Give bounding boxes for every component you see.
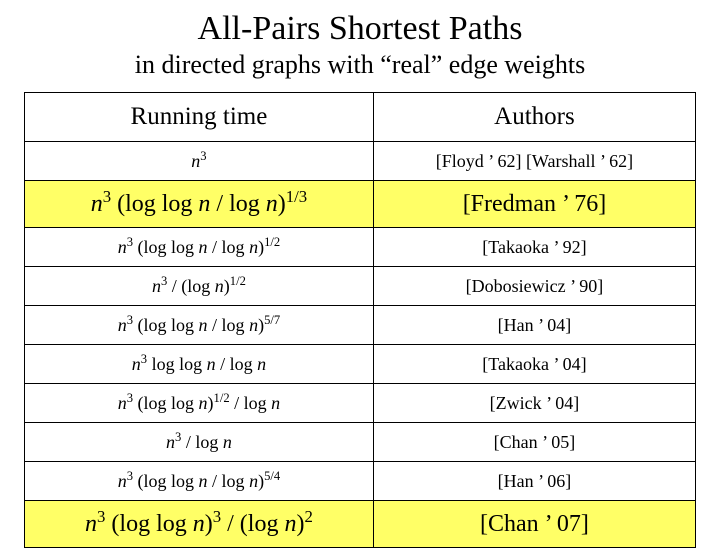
authors-cell: [Floyd ’ 62] [Warshall ’ 62] (373, 142, 695, 181)
running-time-cell: n3 (log log n)1/2 / log n (25, 384, 374, 423)
header-authors: Authors (373, 93, 695, 142)
header-running-time: Running time (25, 93, 374, 142)
running-time-cell: n3 (log log n)3 / (log n)2 (25, 501, 374, 548)
running-time-cell: n3 log log n / log n (25, 345, 374, 384)
table-header-row: Running time Authors (25, 93, 696, 142)
table-row: n3 (log log n / log n)5/7[Han ’ 04] (25, 306, 696, 345)
authors-cell: [Fredman ’ 76] (373, 181, 695, 228)
running-time-cell: n3 (25, 142, 374, 181)
table-row: n3[Floyd ’ 62] [Warshall ’ 62] (25, 142, 696, 181)
page-title: All-Pairs Shortest Paths (24, 10, 696, 48)
authors-cell: [Han ’ 04] (373, 306, 695, 345)
authors-cell: [Chan ’ 07] (373, 501, 695, 548)
running-time-cell: n3 / log n (25, 423, 374, 462)
running-time-cell: n3 / (log n)1/2 (25, 267, 374, 306)
table-row: n3 / (log n)1/2[Dobosiewicz ’ 90] (25, 267, 696, 306)
authors-cell: [Takaoka ’ 04] (373, 345, 695, 384)
table-row: n3 log log n / log n[Takaoka ’ 04] (25, 345, 696, 384)
authors-cell: [Zwick ’ 04] (373, 384, 695, 423)
running-time-cell: n3 (log log n / log n)1/3 (25, 181, 374, 228)
table-row: n3 (log log n / log n)1/2[Takaoka ’ 92] (25, 228, 696, 267)
table-row: n3 (log log n)1/2 / log n[Zwick ’ 04] (25, 384, 696, 423)
table-row: n3 (log log n)3 / (log n)2[Chan ’ 07] (25, 501, 696, 548)
running-time-cell: n3 (log log n / log n)5/7 (25, 306, 374, 345)
table-row: n3 / log n[Chan ’ 05] (25, 423, 696, 462)
running-time-cell: n3 (log log n / log n)1/2 (25, 228, 374, 267)
table-row: n3 (log log n / log n)5/4[Han ’ 06] (25, 462, 696, 501)
authors-cell: [Han ’ 06] (373, 462, 695, 501)
page-subtitle: in directed graphs with “real” edge weig… (24, 50, 696, 80)
authors-cell: [Dobosiewicz ’ 90] (373, 267, 695, 306)
table-row: n3 (log log n / log n)1/3[Fredman ’ 76] (25, 181, 696, 228)
authors-cell: [Chan ’ 05] (373, 423, 695, 462)
slide: All-Pairs Shortest Paths in directed gra… (0, 0, 720, 548)
authors-cell: [Takaoka ’ 92] (373, 228, 695, 267)
results-table: Running time Authors n3[Floyd ’ 62] [War… (24, 92, 696, 548)
running-time-cell: n3 (log log n / log n)5/4 (25, 462, 374, 501)
table-body: n3[Floyd ’ 62] [Warshall ’ 62]n3 (log lo… (25, 142, 696, 548)
